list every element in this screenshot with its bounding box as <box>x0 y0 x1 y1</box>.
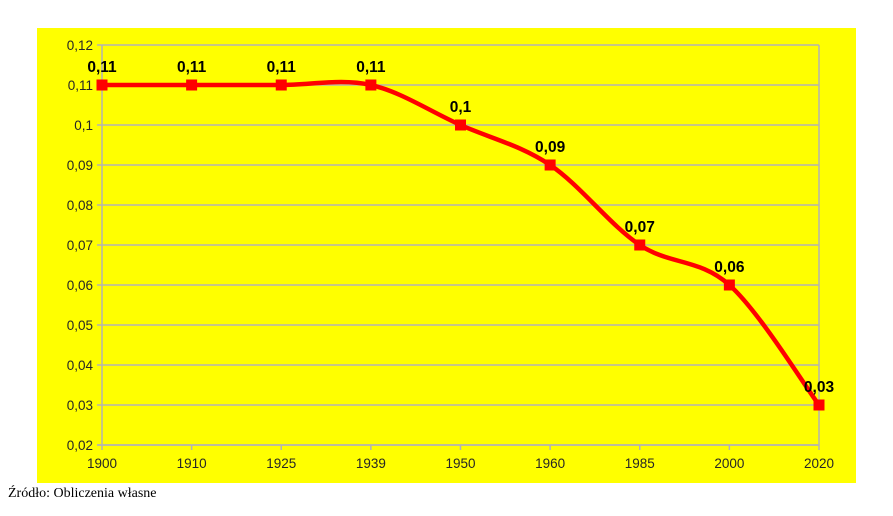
data-label: 0,09 <box>535 139 566 156</box>
chart-area: 0,12 0,11 0,1 0,09 0,08 0,07 0,06 0,05 0,04 0,03 0… <box>37 28 856 483</box>
data-point-marker <box>365 79 377 91</box>
y-tick-label: 0,07 <box>67 238 93 253</box>
data-point-marker <box>186 79 198 91</box>
data-label: 0,11 <box>267 59 297 76</box>
x-tick-label: 2000 <box>714 456 744 471</box>
y-tick-label: 0,06 <box>67 278 93 293</box>
y-tick-label: 0,12 <box>67 38 93 53</box>
chart-background <box>37 28 856 483</box>
data-label: 0,11 <box>356 59 386 76</box>
data-point-marker <box>455 119 466 131</box>
data-point-marker <box>544 159 556 171</box>
x-tick-label: 1900 <box>87 456 117 471</box>
data-point-marker <box>813 399 825 411</box>
data-label: 0,07 <box>625 219 655 236</box>
data-point-marker <box>275 79 287 91</box>
data-point-marker <box>634 239 646 251</box>
data-label: 0,1 <box>450 99 472 116</box>
y-tick-label: 0,11 <box>68 78 93 93</box>
data-point-marker <box>723 279 735 291</box>
x-tick-label: 1960 <box>535 456 565 471</box>
x-tick-label: 1910 <box>177 456 207 471</box>
x-tick-label: 1925 <box>266 456 296 471</box>
data-label: 0,11 <box>87 59 117 76</box>
source-caption: Źródło: Obliczenia własne <box>8 486 157 501</box>
y-tick-label: 0,03 <box>67 398 93 413</box>
x-tick-label: 1939 <box>356 456 386 471</box>
data-label: 0,06 <box>714 259 745 276</box>
data-label: 0,11 <box>177 59 207 76</box>
y-tick-label: 0,1 <box>74 118 93 133</box>
y-tick-label: 0,09 <box>67 158 93 173</box>
y-tick-label: 0,02 <box>67 438 93 453</box>
x-tick-label: 1950 <box>445 456 475 471</box>
x-tick-label: 1985 <box>625 456 655 471</box>
x-tick-label: 2020 <box>804 456 834 471</box>
y-tick-label: 0,08 <box>67 198 93 213</box>
y-tick-label: 0,05 <box>67 318 93 333</box>
series-line <box>99 79 822 408</box>
data-point-marker <box>96 79 108 91</box>
data-label: 0,03 <box>804 379 835 396</box>
y-tick-label: 0,04 <box>67 358 94 373</box>
line-chart: 0,12 0,11 0,1 0,09 0,08 0,07 0,06 0,05 0,04 0,03 0… <box>37 28 856 483</box>
